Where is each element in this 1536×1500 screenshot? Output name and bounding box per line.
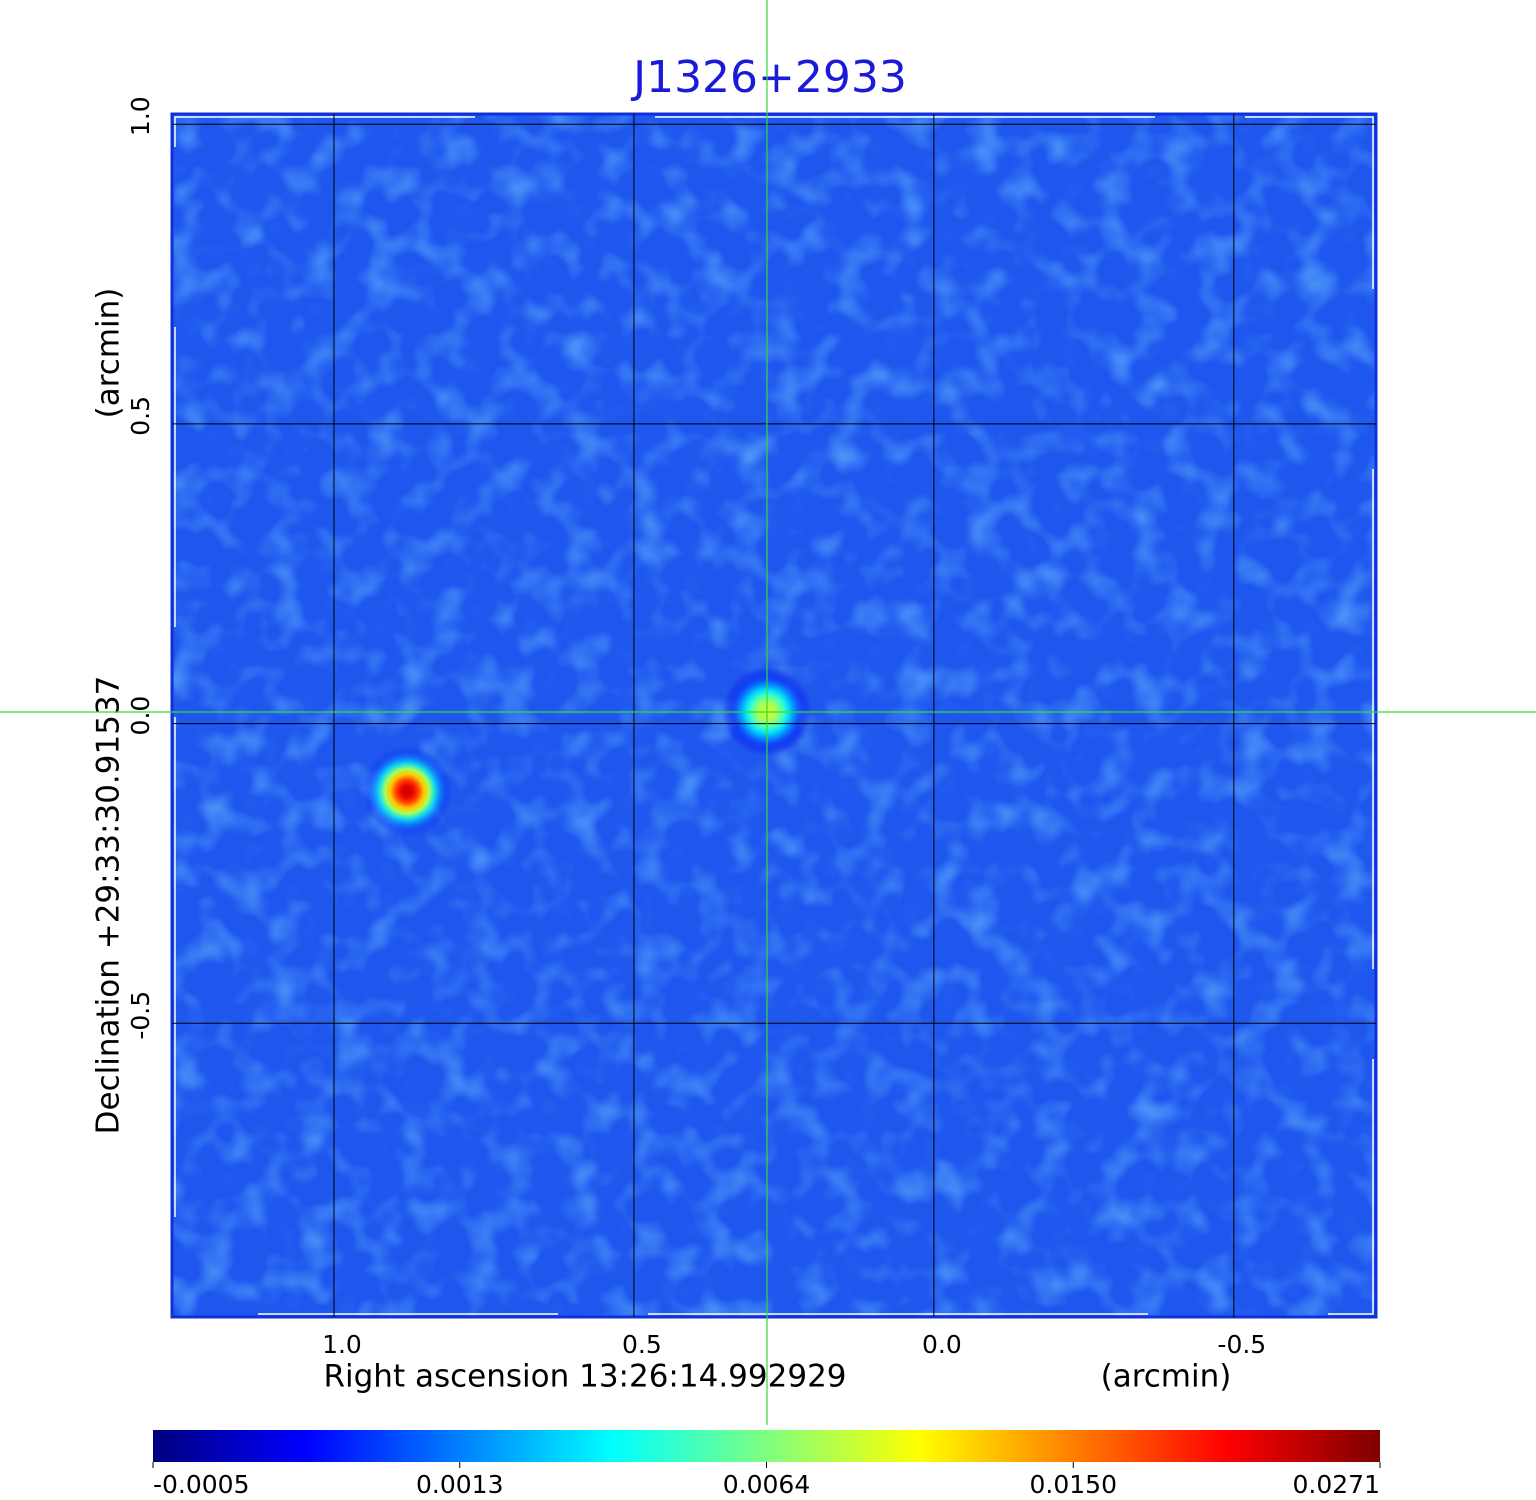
x-axis-unit: (arcmin)	[1101, 1359, 1232, 1395]
x-axis-label: Right ascension 13:26:14.992929	[323, 1359, 846, 1395]
colorbar-tick-label: 0.0064	[723, 1470, 810, 1499]
x-tick-label: -0.5	[1217, 1330, 1266, 1359]
colorbar	[153, 1430, 1380, 1462]
plot-frame-inner	[174, 116, 1374, 1315]
colorbar-tick-label: 0.0013	[416, 1470, 503, 1499]
x-tick-label: 0.0	[922, 1330, 962, 1359]
y-axis-unit: (arcmin)	[91, 288, 127, 419]
plot-frame	[170, 112, 1378, 1319]
y-tick-label: 0.5	[126, 396, 155, 436]
x-tick-label: 1.0	[322, 1330, 362, 1359]
source	[362, 746, 453, 837]
colorbar-tick-label: 0.0150	[1030, 1470, 1117, 1499]
y-tick-label: -0.5	[126, 991, 155, 1040]
x-tick-label: 0.5	[622, 1330, 662, 1359]
colorbar-tick-label: 0.0271	[1293, 1470, 1380, 1499]
y-tick-label: 1.0	[126, 96, 155, 136]
y-tick-label: 0.0	[126, 696, 155, 736]
y-axis-label: Declination +29:33:30.91537	[91, 676, 127, 1135]
chart-title: J1326+2933	[630, 52, 907, 103]
colorbar-tick-label: -0.0005	[153, 1470, 250, 1499]
